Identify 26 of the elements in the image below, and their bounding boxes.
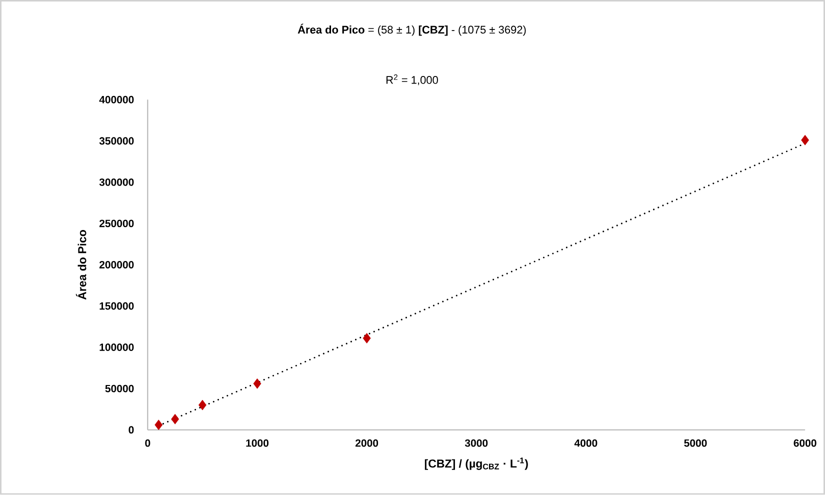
point — [801, 134, 810, 146]
x-tick-label: 1000 — [246, 439, 268, 447]
point — [198, 400, 206, 410]
point — [253, 378, 262, 389]
x-tick-label: 5000 — [684, 439, 707, 447]
y-tick-label: 400000 — [99, 96, 134, 104]
text: R$^{2}$ = 1,000 — [386, 74, 438, 86]
chart-title: Área do Pico = (58 ± 1) [CBZ] - (1075 ± 3692) — [298, 24, 526, 36]
x-tick-label: 6000 — [794, 439, 816, 447]
x-tick-label: 2000 — [355, 439, 378, 447]
point — [171, 414, 180, 424]
y-tick-label: 350000 — [99, 137, 134, 145]
y-tick-label: 50000 — [105, 384, 134, 392]
x-axis-title: [CBZ] / (µg$_{CBZ}$ · L$^{-1}$) — [424, 458, 528, 470]
point — [154, 420, 163, 430]
y-tick-label: 0 — [128, 426, 134, 434]
y-axis-title: Área do Pico — [76, 230, 86, 300]
y-tick-label: 100000 — [100, 344, 134, 352]
x-tick-label: 4000 — [574, 439, 598, 447]
y-tick-label: 250000 — [99, 220, 134, 228]
point — [362, 333, 371, 344]
y-tick-label: 150000 — [100, 302, 134, 310]
y-tick-label: 200000 — [99, 261, 134, 269]
x-tick-label: 0 — [145, 439, 150, 447]
x-tick-label: 3000 — [464, 439, 488, 447]
y-tick-label: 300000 — [99, 178, 134, 186]
